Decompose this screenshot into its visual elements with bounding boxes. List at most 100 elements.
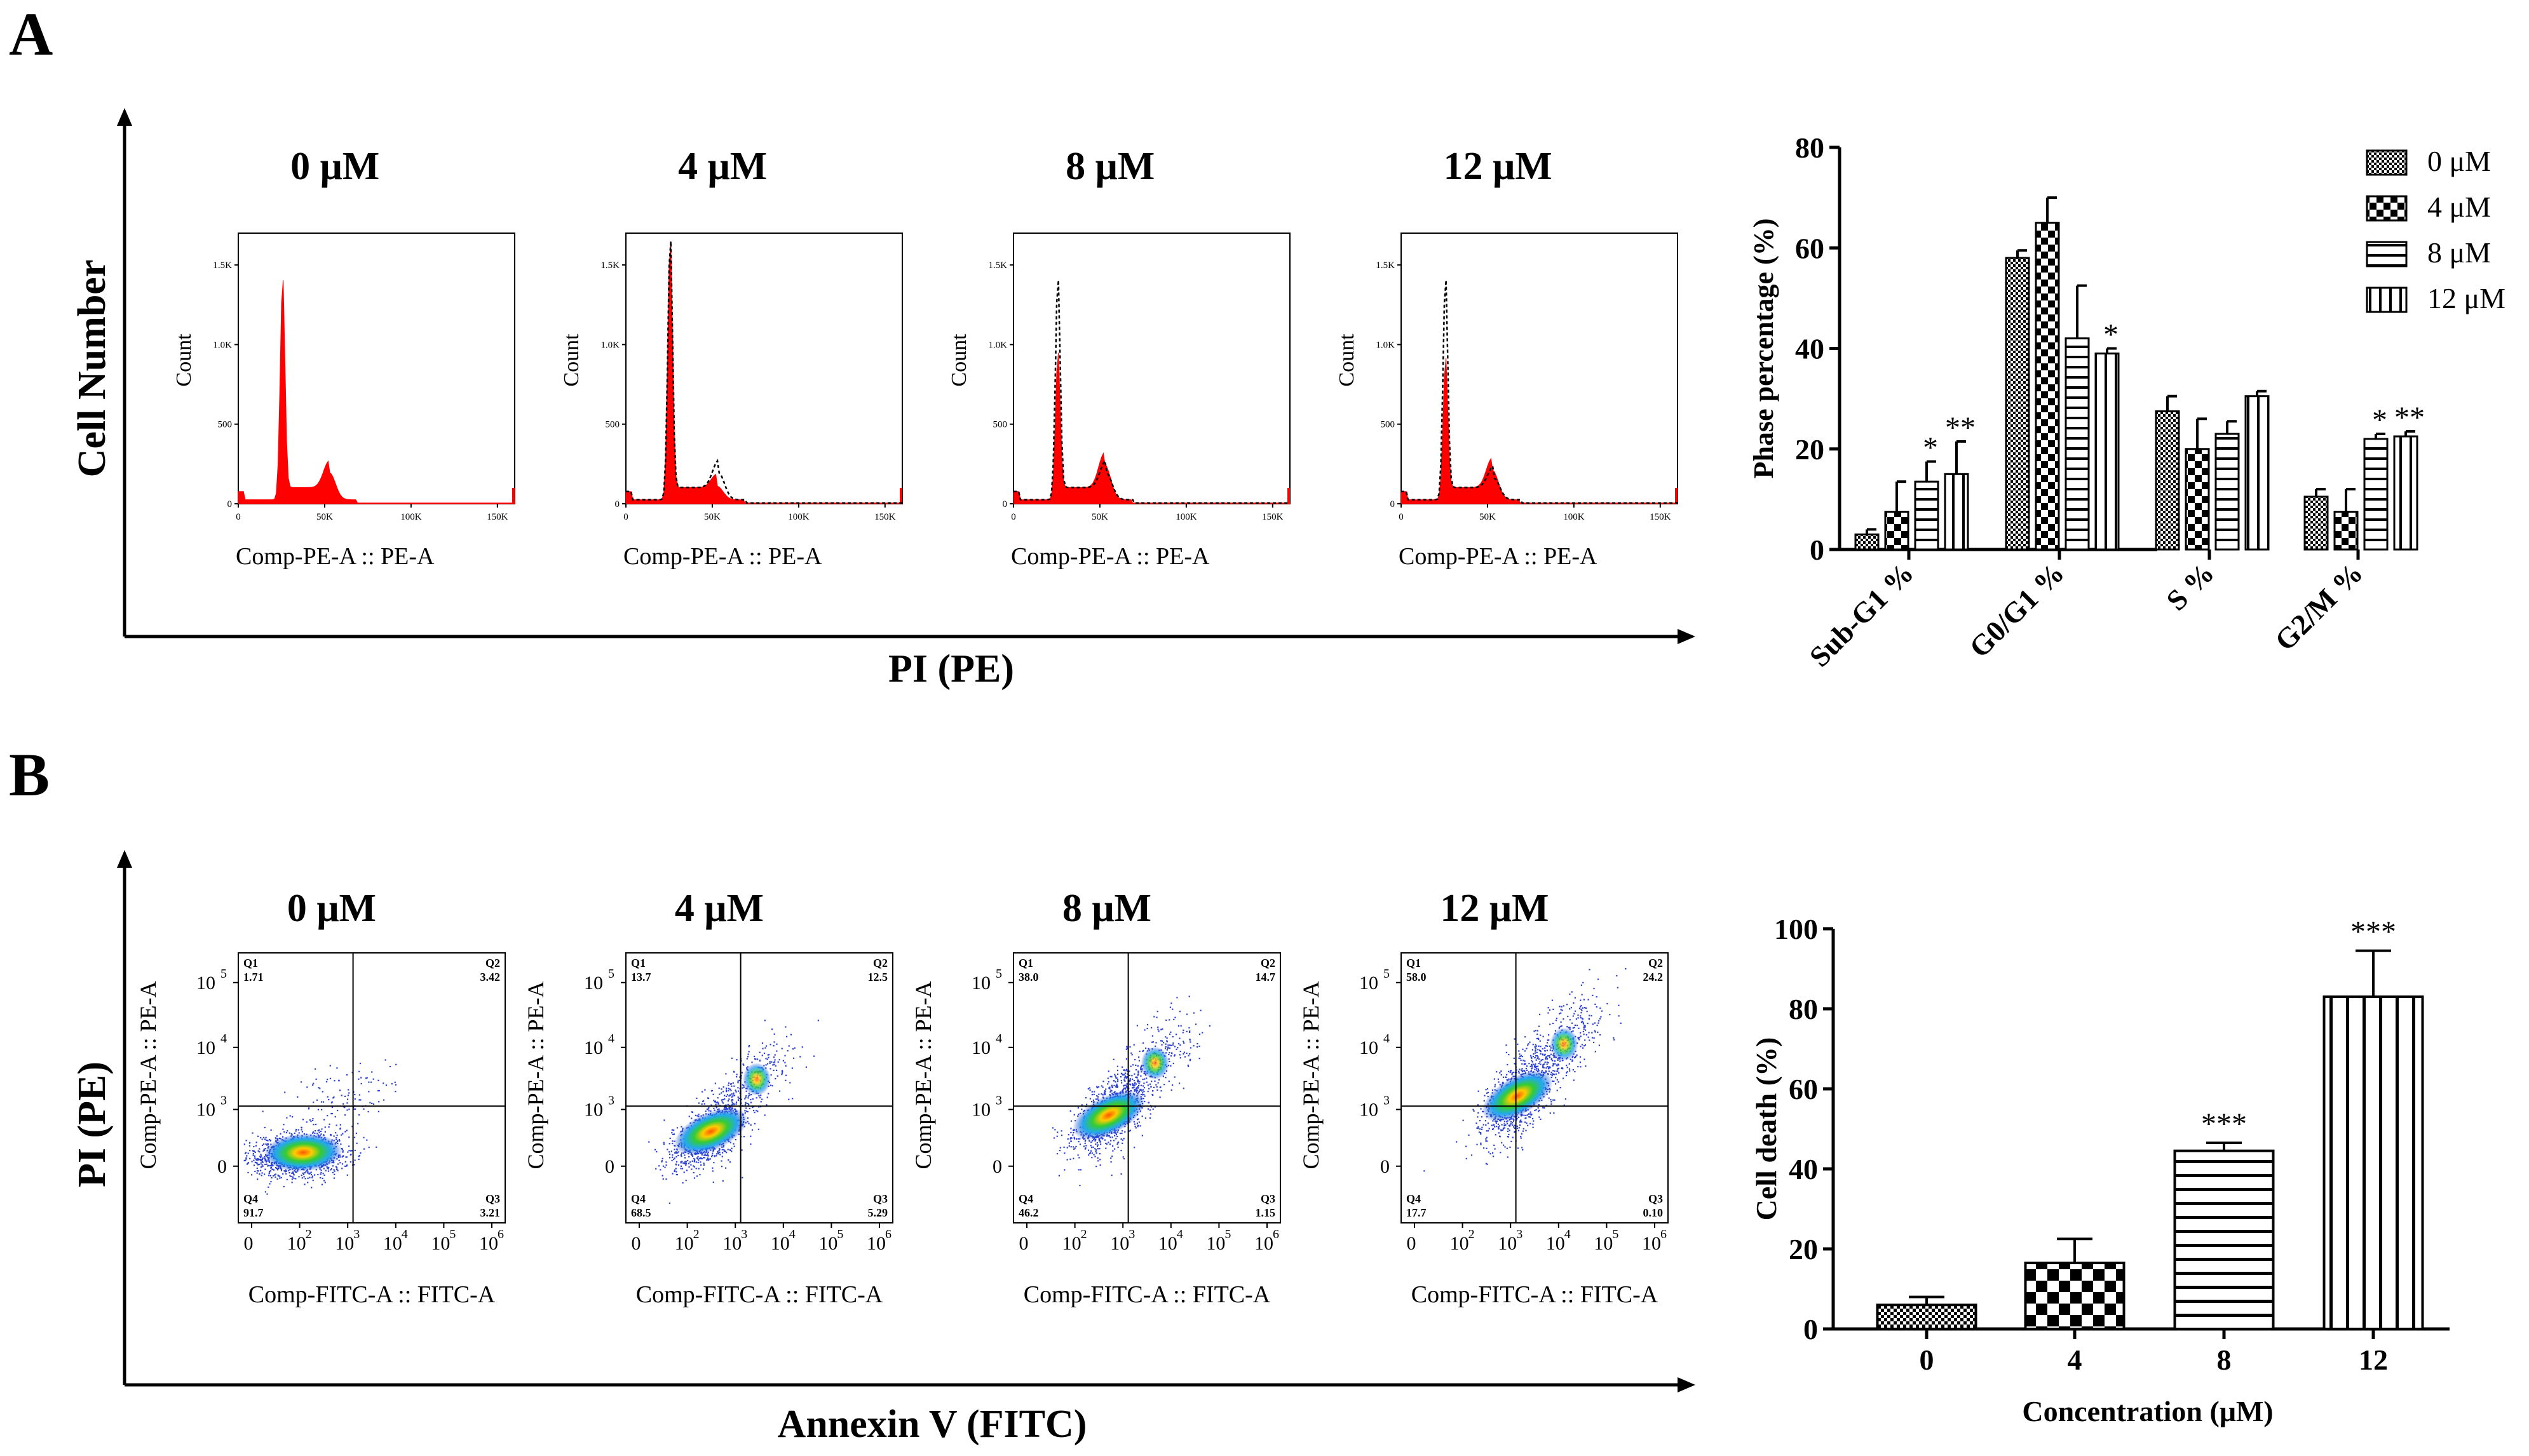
scatter-x-tick-exponent: 5 <box>449 1227 456 1241</box>
scatter-x-tick-label: 10 <box>1450 1233 1469 1254</box>
chart1-significance: * <box>1923 431 1938 465</box>
scatter-x-tick-label: 10 <box>479 1233 498 1254</box>
histogram-x-tick-label: 150K <box>874 512 896 522</box>
scatter-x-label: Comp-FITC-A :: FITC-A <box>636 1281 883 1308</box>
scatter-x-tick-exponent: 3 <box>353 1227 360 1241</box>
q1-value: 38.0 <box>1019 971 1039 983</box>
chart1-x-tick-label: G2/M % <box>2268 556 2369 657</box>
scatter-x-tick-label: 10 <box>383 1233 402 1254</box>
chart2-y-tick-label: 20 <box>1789 1233 1818 1265</box>
histogram-y-tick-label: 1.0K <box>988 340 1007 350</box>
scatter-y-tick-exponent: 3 <box>1383 1094 1390 1108</box>
scatter-x-tick-exponent: 3 <box>1516 1227 1522 1241</box>
chart1-bar <box>2005 257 2030 551</box>
q3-label: Q3 <box>485 1192 500 1205</box>
scatter-y-tick-label: 10 <box>972 1100 991 1121</box>
scatter-x-tick-label: 10 <box>1642 1233 1661 1254</box>
q1-label: Q1 <box>1406 957 1421 969</box>
chart1-significance: ** <box>1945 411 1976 445</box>
histogram-y-label: Count <box>560 334 583 387</box>
q4-label: Q4 <box>1019 1192 1033 1205</box>
histogram-x-tick-label: 150K <box>1650 512 1671 522</box>
histogram-x-tick-label: 150K <box>1262 512 1284 522</box>
scatter-y-label: Comp-PE-A :: PE-A <box>1298 981 1324 1169</box>
histogram-0: 0 μM 0 500 1.0K 1.5K 0 50K 100K 150K Count Comp-PE… <box>172 145 515 570</box>
histogram-y-label: Count <box>172 334 196 387</box>
histogram-2: 8 μM 0 500 1.0K 1.5K 0 50K 100K 150K Count Comp-PE… <box>947 145 1291 570</box>
histogram-y-tick-label: 1.0K <box>600 340 620 350</box>
histogram-3: 12 μM 0 500 1.0K 1.5K 0 50K 100K 150K Count Comp-P… <box>1335 145 1678 570</box>
chart1-bar <box>2035 222 2060 551</box>
scatter-x-tick-label: 0 <box>632 1233 641 1254</box>
histogram-y-tick-label: 500 <box>1381 420 1395 430</box>
scatter-y-label: Comp-PE-A :: PE-A <box>135 981 161 1169</box>
scatter-y-tick-label: 0 <box>217 1156 227 1177</box>
scatter-y-label: Comp-PE-A :: PE-A <box>911 981 936 1169</box>
chart1-bar <box>2393 435 2418 551</box>
histogram-fill <box>625 241 903 504</box>
chart2-bar <box>2024 1262 2126 1331</box>
histogram-x-tick-label: 0 <box>1399 512 1404 522</box>
histogram-x-tick-label: 0 <box>236 512 241 522</box>
chart1-bar <box>1854 533 1880 551</box>
scatter-x-tick-label: 10 <box>1594 1233 1613 1254</box>
histogram-y-tick-label: 0 <box>615 499 620 509</box>
scatter-box <box>238 952 506 1223</box>
chart1-y-tick-label: 0 <box>1810 534 1824 566</box>
scatter-x-tick-label: 10 <box>1546 1233 1565 1254</box>
histogram-x-tick-label: 50K <box>1479 512 1496 522</box>
scatter-x-tick-label: 0 <box>244 1233 254 1254</box>
chart2-significance: *** <box>2350 915 2396 949</box>
scatter-x-label: Comp-FITC-A :: FITC-A <box>1024 1281 1271 1308</box>
chart2-y-tick-label: 60 <box>1789 1073 1818 1105</box>
q1-value: 58.0 <box>1406 971 1427 983</box>
scatter-density-secondary <box>1550 1027 1578 1061</box>
q3-label: Q3 <box>873 1192 888 1205</box>
q2-label: Q2 <box>1648 957 1663 969</box>
chart1-legend-label: 4 μM <box>2427 191 2491 223</box>
cell-cycle-y-title: Cell Number <box>71 260 114 478</box>
chart1-bar <box>2303 495 2329 551</box>
scatter-x-tick-exponent: 3 <box>1129 1227 1135 1241</box>
scatter-x-tick-label: 0 <box>1019 1233 1029 1254</box>
chart2-y-tick-label: 0 <box>1803 1313 1818 1345</box>
chart1-legend-swatch <box>2366 286 2408 313</box>
scatter-title: 4 μM <box>675 887 764 930</box>
scatter-x-tick-exponent: 6 <box>1660 1227 1667 1241</box>
histogram-y-tick-label: 0 <box>1390 499 1395 509</box>
scatter-y-tick-exponent: 5 <box>608 967 614 981</box>
q3-value: 1.15 <box>1256 1206 1276 1219</box>
chart1-bar <box>2155 410 2180 551</box>
scatter-density <box>1072 1090 1145 1140</box>
q3-value: 5.29 <box>868 1206 888 1219</box>
chart1-y-tick-label: 80 <box>1795 131 1824 164</box>
chart2-bar <box>1876 1304 1977 1330</box>
q4-value: 68.5 <box>631 1206 651 1219</box>
q2-value: 24.2 <box>1643 971 1664 983</box>
scatter-y-tick-exponent: 4 <box>608 1032 614 1046</box>
histogram-x-tick-label: 50K <box>1092 512 1108 522</box>
q2-value: 3.42 <box>480 971 501 983</box>
scatter-x-tick-label: 10 <box>1158 1233 1177 1254</box>
cell-cycle-histograms: 0 μM 0 500 1.0K 1.5K 0 50K 100K 150K Count Comp-PE… <box>172 145 1678 570</box>
q2-label: Q2 <box>485 957 500 969</box>
histogram-fill <box>238 280 515 504</box>
scatter-y-tick-label: 10 <box>972 1037 991 1058</box>
q4-value: 91.7 <box>243 1206 264 1219</box>
scatter-density-secondary <box>1141 1046 1169 1080</box>
histogram-1: 4 μM 0 500 1.0K 1.5K 0 50K 100K 150K Count Comp-PE… <box>560 145 903 570</box>
scatter-x-tick-label: 10 <box>1498 1233 1517 1254</box>
q4-label: Q4 <box>1406 1192 1421 1205</box>
chart2-x-tick-label: 12 <box>2359 1344 2388 1376</box>
histogram-control-overlay <box>1401 280 1678 504</box>
histogram-x-label: Comp-PE-A :: PE-A <box>623 543 822 570</box>
scatter-x-tick-exponent: 6 <box>498 1227 504 1241</box>
scatter-y-tick-exponent: 3 <box>996 1094 1002 1108</box>
scatter-y-tick-label: 10 <box>584 1037 603 1058</box>
chart1-y-tick-label: 60 <box>1795 232 1824 264</box>
chart1-bar <box>2094 352 2120 551</box>
panel-label-b: B <box>9 741 50 809</box>
